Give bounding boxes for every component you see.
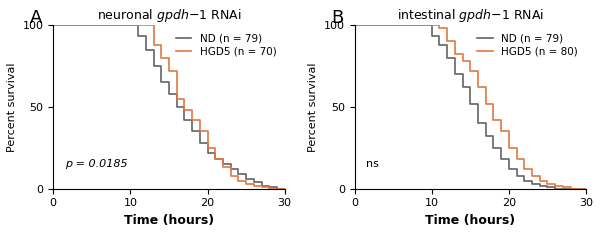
Text: A: A: [30, 9, 43, 27]
Text: ns: ns: [366, 159, 379, 169]
Text: p = 0.0185: p = 0.0185: [65, 159, 127, 169]
Legend: ND (n = 79), HGD5 (n = 80): ND (n = 79), HGD5 (n = 80): [474, 30, 581, 59]
Title: intestinal $\mathit{gpdh}$$\mathit{-1}$ RNAi: intestinal $\mathit{gpdh}$$\mathit{-1}$ …: [397, 7, 544, 24]
Text: B: B: [331, 9, 344, 27]
Title: neuronal $\mathit{gpdh}$$\mathit{-1}$ RNAi: neuronal $\mathit{gpdh}$$\mathit{-1}$ RN…: [97, 7, 241, 24]
Y-axis label: Percent survival: Percent survival: [7, 62, 17, 152]
X-axis label: Time (hours): Time (hours): [425, 214, 515, 227]
Y-axis label: Percent survival: Percent survival: [308, 62, 319, 152]
Legend: ND (n = 79), HGD5 (n = 70): ND (n = 79), HGD5 (n = 70): [173, 30, 280, 59]
X-axis label: Time (hours): Time (hours): [124, 214, 214, 227]
